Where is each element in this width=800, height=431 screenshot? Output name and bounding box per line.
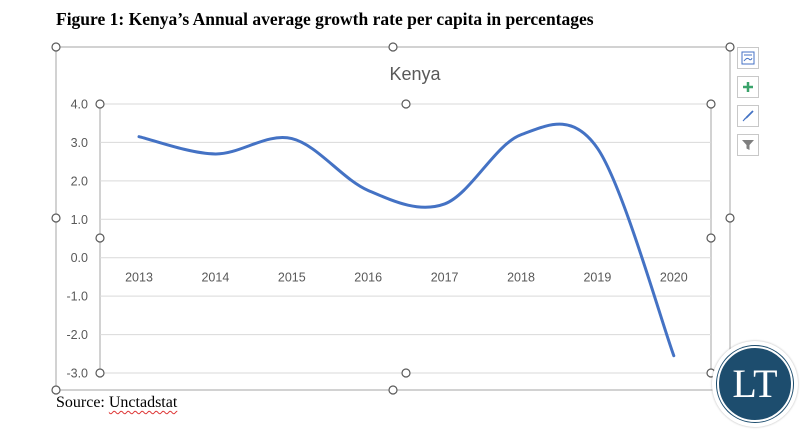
filter-icon (742, 140, 754, 150)
plot-area-handle[interactable] (401, 368, 411, 378)
figure-heading: Figure 1: Kenya’s Annual average growth … (56, 9, 594, 29)
y-tick-label: 2.0 (71, 174, 88, 188)
x-tick-label: 2014 (201, 271, 229, 285)
chart-layout-icon (741, 51, 755, 65)
x-tick-label: 2015 (278, 271, 306, 285)
selection-handles[interactable] (51, 42, 735, 395)
x-tick-label: 2013 (125, 271, 153, 285)
series-kenya (137, 122, 676, 358)
chart-area-handle[interactable] (725, 42, 735, 52)
series-line (137, 122, 676, 358)
chart-layout-button[interactable] (737, 47, 759, 69)
x-tick-label: 2016 (354, 271, 382, 285)
plot-area-frame (99, 103, 712, 374)
chart-styles-button[interactable] (737, 105, 759, 127)
plus-icon (743, 82, 753, 92)
x-tick-label: 2019 (583, 271, 611, 285)
y-tick-label: -1.0 (66, 290, 88, 304)
plot-area-handle[interactable] (706, 233, 716, 243)
plot-area-handle[interactable] (401, 99, 411, 109)
chart-title: Kenya (389, 64, 441, 84)
x-axis-labels: 2013 2014 2015 2016 2017 2018 2019 2020 (125, 271, 688, 285)
y-tick-label: -3.0 (66, 367, 88, 381)
source-note: Source: Unctadstat (56, 394, 177, 412)
x-tick-label: 2020 (660, 271, 688, 285)
plot-area-handle[interactable] (95, 233, 105, 243)
y-tick-label: 0.0 (71, 251, 88, 265)
chart-area-handle[interactable] (725, 213, 735, 223)
y-tick-label: -2.0 (66, 328, 88, 342)
lusaka-times-logo: LT (712, 341, 798, 427)
brush-icon (742, 110, 754, 122)
x-tick-label: 2017 (431, 271, 459, 285)
y-axis-labels: 4.0 3.0 2.0 1.0 0.0 -1.0 -2.0 -3.0 (66, 98, 88, 381)
chart-filters-button[interactable] (737, 134, 759, 156)
y-tick-label: 4.0 (71, 98, 88, 112)
x-tick-label: 2018 (507, 271, 535, 285)
logo-text: LT (732, 361, 778, 406)
y-tick-label: 3.0 (71, 136, 88, 150)
chart-elements-button[interactable] (737, 76, 759, 98)
plot-area-handle[interactable] (706, 99, 716, 109)
plot-area-handle[interactable] (95, 99, 105, 109)
chart-area-handle[interactable] (51, 42, 61, 52)
chart-area-handle[interactable] (388, 385, 398, 395)
source-prefix: Source: (56, 394, 109, 411)
chart-area-handle[interactable] (51, 213, 61, 223)
logo-circle: LT (717, 346, 793, 422)
chart-area-handle[interactable] (388, 42, 398, 52)
chart-area-handle[interactable] (51, 385, 61, 395)
plot-area-handle[interactable] (95, 368, 105, 378)
source-name: Unctadstat (108, 394, 178, 411)
y-tick-label: 1.0 (71, 213, 88, 227)
gridlines (100, 103, 711, 374)
